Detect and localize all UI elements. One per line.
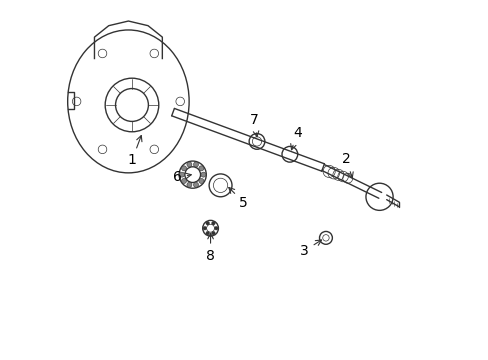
Text: 1: 1 (127, 135, 142, 167)
Circle shape (211, 221, 215, 225)
Circle shape (199, 166, 203, 171)
Circle shape (205, 231, 209, 235)
Text: 4: 4 (290, 126, 301, 150)
Circle shape (186, 182, 191, 187)
Circle shape (203, 226, 206, 230)
Text: 7: 7 (249, 113, 258, 137)
Circle shape (211, 231, 215, 235)
Text: 6: 6 (173, 171, 191, 184)
Circle shape (193, 182, 198, 187)
Text: 3: 3 (300, 240, 321, 258)
Circle shape (186, 162, 191, 167)
Circle shape (179, 172, 184, 177)
Circle shape (205, 221, 209, 225)
Circle shape (181, 179, 186, 184)
Text: 2: 2 (341, 152, 352, 178)
Circle shape (201, 172, 205, 177)
Circle shape (199, 179, 203, 184)
Circle shape (214, 226, 218, 230)
Text: 8: 8 (206, 233, 215, 263)
Circle shape (193, 162, 198, 167)
Circle shape (181, 166, 186, 171)
Text: 5: 5 (228, 188, 247, 210)
